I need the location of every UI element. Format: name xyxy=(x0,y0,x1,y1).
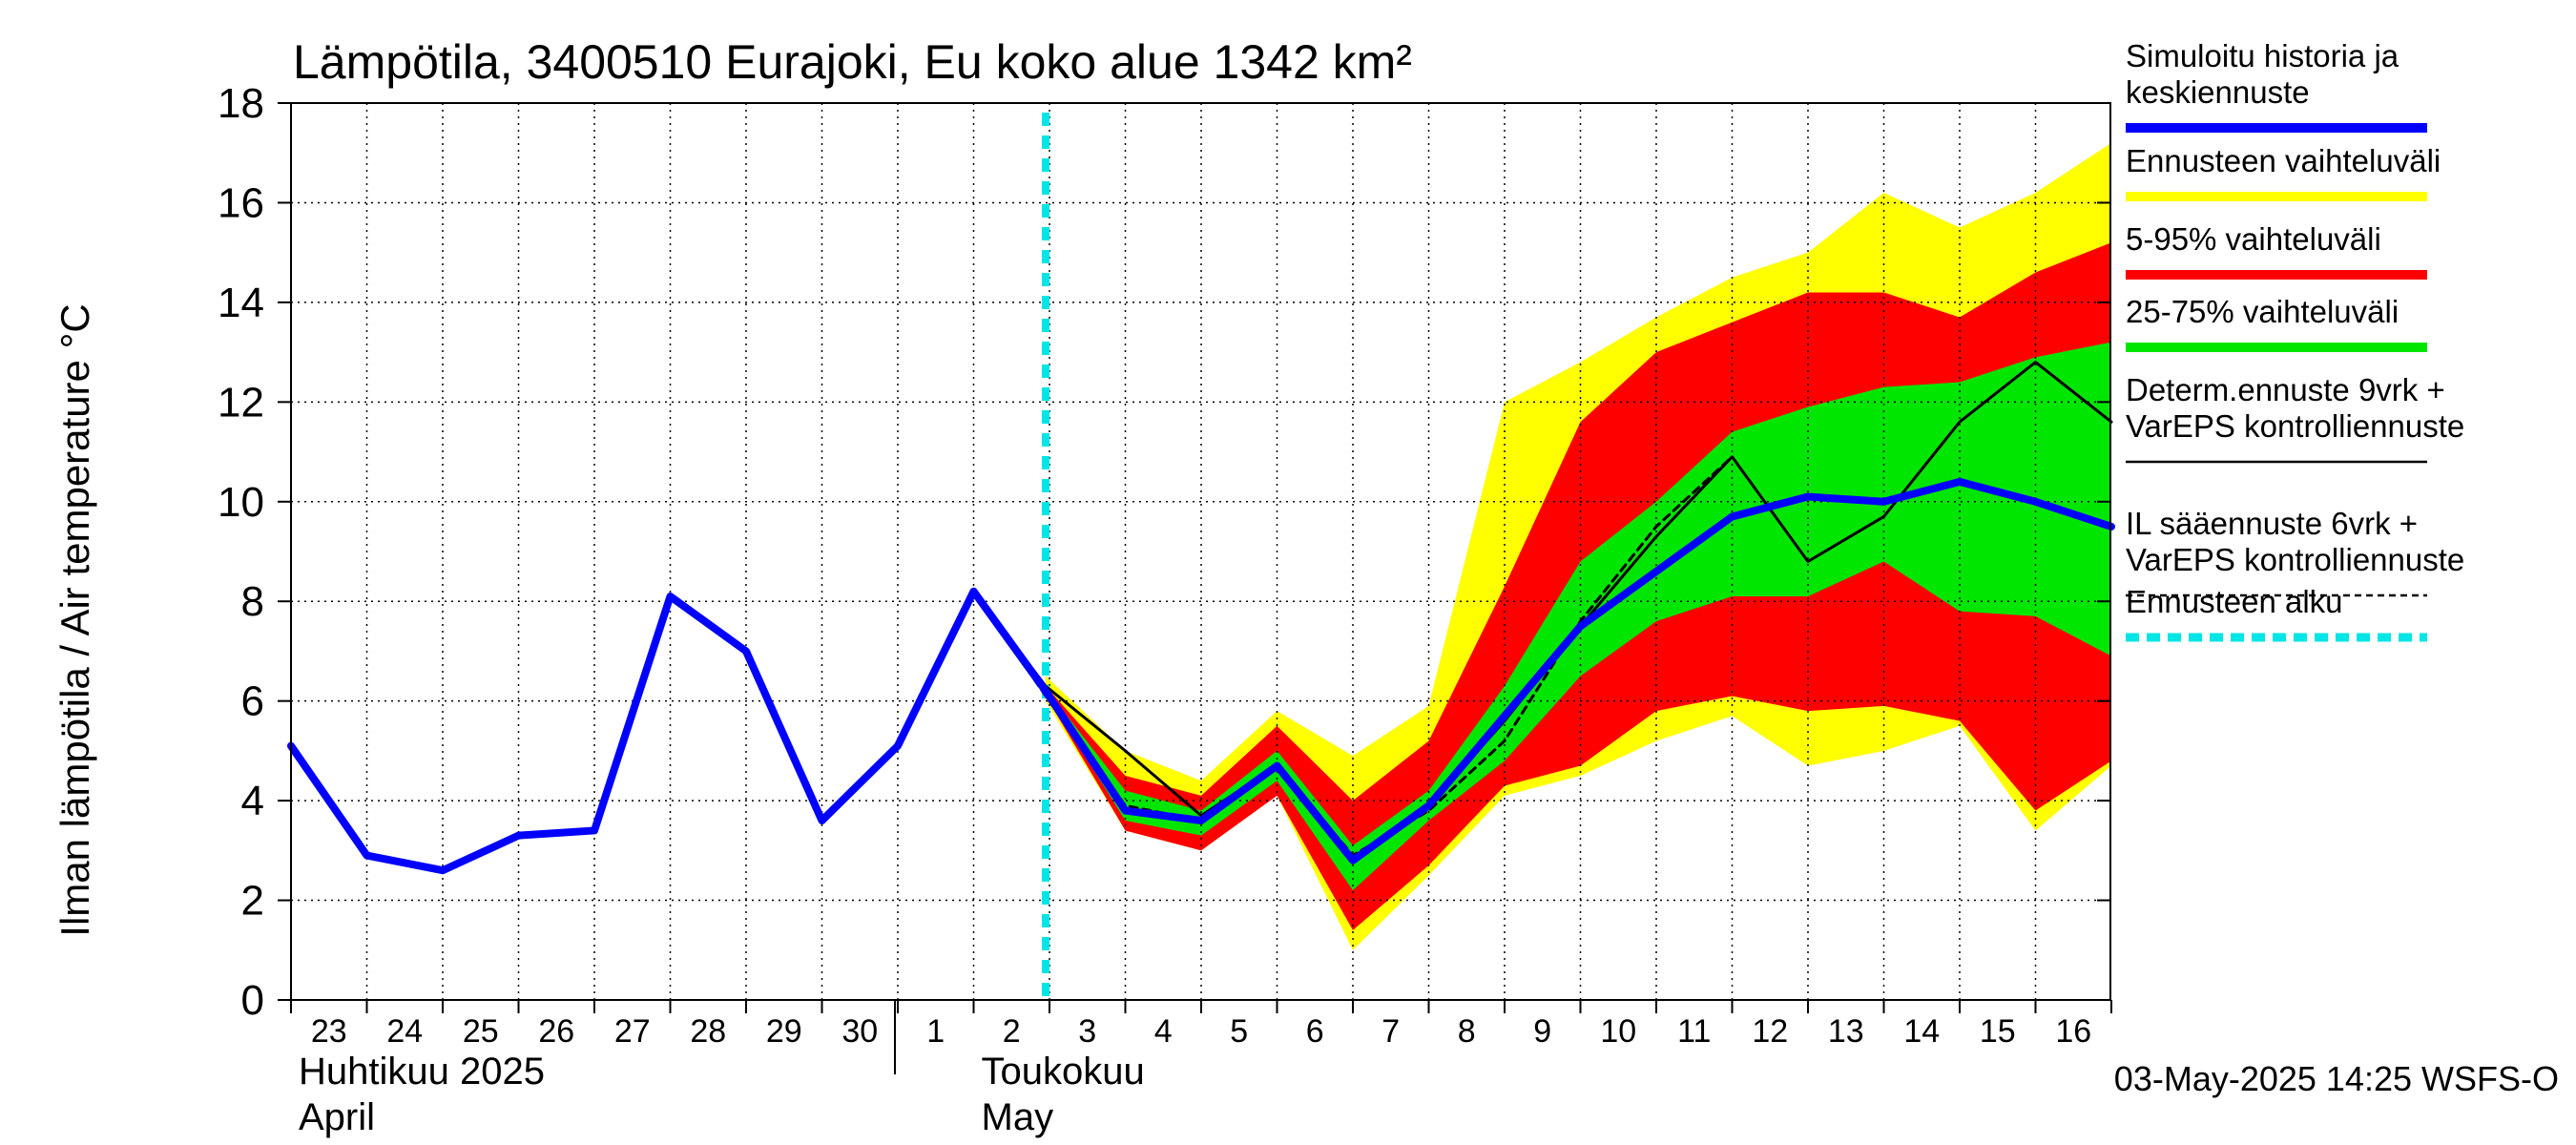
x-tick-label-4: 4 xyxy=(1154,1013,1173,1050)
x-tick-label-8: 8 xyxy=(1458,1013,1476,1050)
x-tick-label-15: 15 xyxy=(1980,1013,2016,1050)
month-label-0: Huhtikuu 2025 xyxy=(299,1051,545,1093)
x-tick-label-27: 27 xyxy=(614,1013,651,1050)
x-tick-label-5: 5 xyxy=(1230,1013,1248,1050)
x-tick-label-1: 1 xyxy=(926,1013,945,1050)
y-axis-label: Ilman lämpötila / Air temperature °C xyxy=(52,303,97,936)
legend-label-0-0: Simuloitu historia ja xyxy=(2126,38,2399,73)
y-tick-label-14: 14 xyxy=(218,280,264,326)
legend-label-0-1: keskiennuste xyxy=(2126,74,2310,110)
month-label-en-1: May xyxy=(982,1096,1054,1138)
x-tick-label-30: 30 xyxy=(841,1013,878,1050)
legend-label-5-1: VarEPS kontrolliennuste xyxy=(2126,542,2464,577)
legend-label-4-1: VarEPS kontrolliennuste xyxy=(2126,408,2464,444)
y-tick-label-18: 18 xyxy=(218,80,264,127)
x-tick-label-29: 29 xyxy=(766,1013,802,1050)
x-tick-label-26: 26 xyxy=(538,1013,574,1050)
legend-label-5-0: IL sääennuste 6vrk + xyxy=(2126,506,2418,541)
legend-label-3-0: 25-75% vaihteluväli xyxy=(2126,294,2399,329)
x-tick-label-9: 9 xyxy=(1533,1013,1551,1050)
timestamp-label: 03-May-2025 14:25 WSFS-O xyxy=(2114,1059,2559,1098)
x-tick-label-23: 23 xyxy=(311,1013,347,1050)
y-tick-label-2: 2 xyxy=(241,878,264,925)
x-tick-label-25: 25 xyxy=(463,1013,499,1050)
x-tick-label-24: 24 xyxy=(386,1013,423,1050)
y-tick-label-10: 10 xyxy=(218,479,264,526)
x-tick-label-6: 6 xyxy=(1306,1013,1324,1050)
legend-label-4-0: Determ.ennuste 9vrk + xyxy=(2126,372,2445,407)
x-tick-label-3: 3 xyxy=(1078,1013,1096,1050)
month-label-en-0: April xyxy=(299,1096,375,1138)
legend-label-1-0: Ennusteen vaihteluväli xyxy=(2126,143,2441,178)
y-tick-label-16: 16 xyxy=(218,179,264,226)
band-green xyxy=(1046,342,2111,891)
x-tick-label-13: 13 xyxy=(1828,1013,1864,1050)
x-tick-label-11: 11 xyxy=(1677,1013,1711,1050)
y-tick-label-4: 4 xyxy=(241,778,264,824)
chart-title: Lämpötila, 3400510 Eurajoki, Eu koko alu… xyxy=(293,35,1412,89)
series-sim xyxy=(287,477,2115,875)
y-tick-label-6: 6 xyxy=(241,678,264,725)
y-tick-label-12: 12 xyxy=(218,379,264,426)
y-tick-label-0: 0 xyxy=(241,977,264,1024)
x-tick-label-7: 7 xyxy=(1381,1013,1400,1050)
x-tick-label-28: 28 xyxy=(690,1013,726,1050)
x-tick-label-2: 2 xyxy=(1003,1013,1021,1050)
x-tick-label-16: 16 xyxy=(2055,1013,2091,1050)
x-tick-label-12: 12 xyxy=(1752,1013,1788,1050)
x-tick-label-10: 10 xyxy=(1600,1013,1636,1050)
month-label-1: Toukokuu xyxy=(982,1051,1145,1093)
legend-label-2-0: 5-95% vaihteluväli xyxy=(2126,221,2381,257)
legend-label-6-0: Ennusteen alku xyxy=(2126,584,2343,619)
y-tick-label-8: 8 xyxy=(241,578,264,625)
x-tick-label-14: 14 xyxy=(1903,1013,1940,1050)
